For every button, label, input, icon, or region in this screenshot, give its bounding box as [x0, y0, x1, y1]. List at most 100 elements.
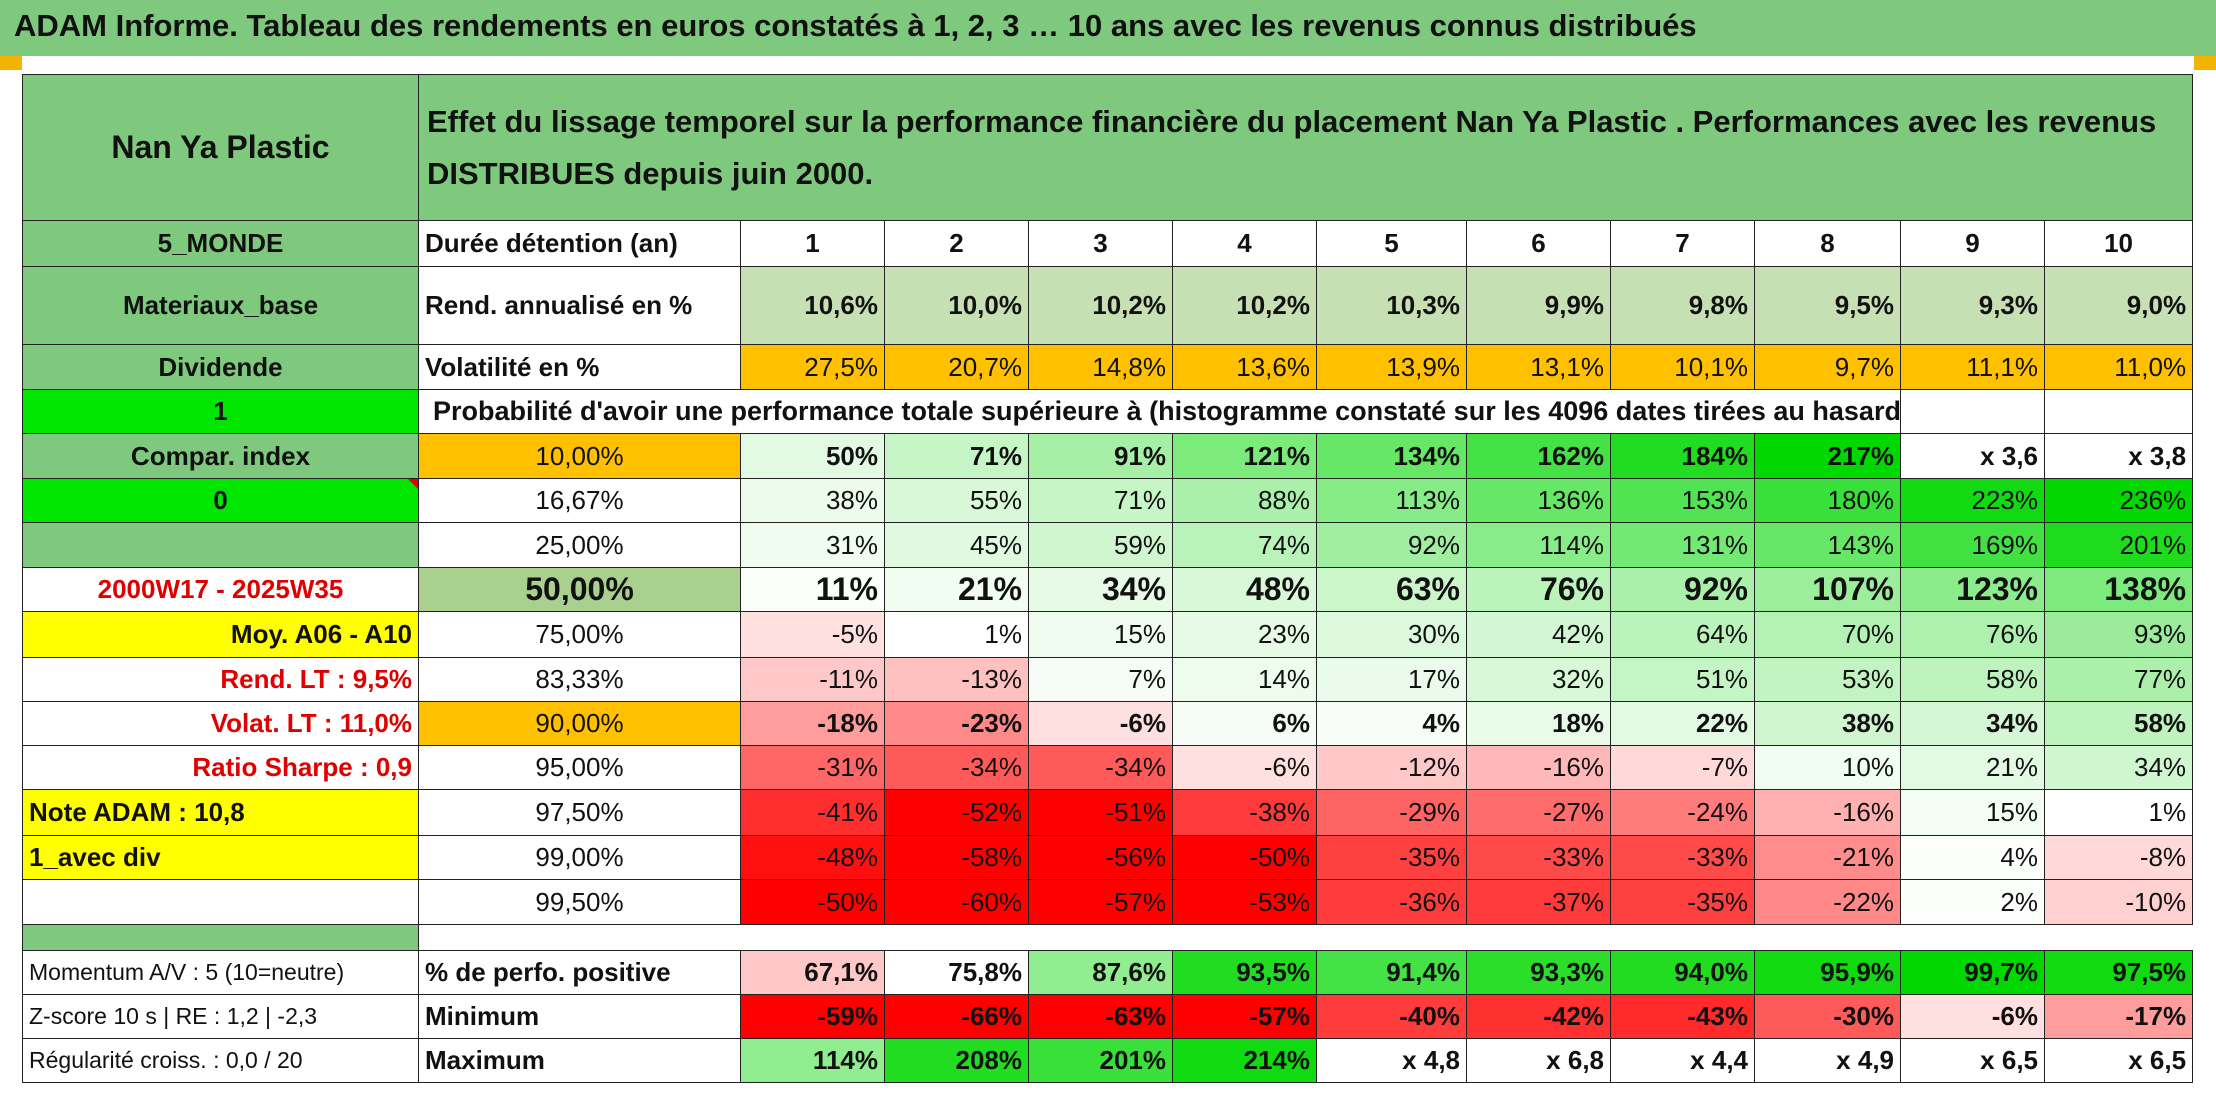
rend-cell: 9,9% — [1466, 266, 1611, 345]
proba-cell: 153% — [1610, 478, 1755, 523]
proba-cell: 64% — [1610, 611, 1755, 658]
positive-cell: 75,8% — [884, 950, 1029, 995]
maximum-cell: x 6,8 — [1466, 1038, 1611, 1083]
proba-threshold: 75,00% — [418, 611, 741, 658]
proba-threshold: 90,00% — [418, 701, 741, 746]
proba-cell: 4% — [1316, 701, 1467, 746]
year-header: 7 — [1675, 228, 1690, 258]
proba-cell: -21% — [1754, 835, 1901, 880]
maximum-cell: 214% — [1172, 1038, 1317, 1083]
proba-cell: 92% — [1316, 522, 1467, 568]
proba-cell: -48% — [740, 835, 885, 880]
proba-cell: 55% — [884, 478, 1029, 523]
proba-cell: -37% — [1466, 879, 1611, 925]
proba-cell: -35% — [1610, 879, 1755, 925]
proba-cell: 143% — [1754, 522, 1901, 568]
proba-row: Volat. LT : 11,0% 90,00% -18% -23% -6% 6… — [22, 701, 2194, 746]
proba-cell: 136% — [1466, 478, 1611, 523]
year-header: 1 — [805, 228, 820, 258]
volat-cell: 9,7% — [1754, 344, 1901, 390]
rend-cell: 9,5% — [1754, 266, 1901, 345]
proba-cell: 10% — [1754, 745, 1901, 790]
proba-row: 1_avec div 99,00% -48% -58% -56% -50% -3… — [22, 835, 2194, 880]
years-row: 5_MONDE Durée détention (an) 1 2 3 4 5 6… — [22, 220, 2194, 267]
minimum-cell: -40% — [1316, 994, 1467, 1039]
proba-cell: 123% — [1900, 567, 2045, 612]
proba-cell: -24% — [1610, 789, 1755, 836]
positive-row: Momentum A/V : 5 (10=neutre) % de perfo.… — [22, 950, 2194, 995]
proba-cell: 169% — [1900, 522, 2045, 568]
proba-cell: -56% — [1028, 835, 1173, 880]
proba-cell: 42% — [1466, 611, 1611, 658]
moy-label: Moy. A06 - A10 — [22, 611, 419, 658]
maximum-cell: x 6,5 — [1900, 1038, 2045, 1083]
year-header: 2 — [949, 228, 964, 258]
proba-cell: 31% — [740, 522, 885, 568]
proba-cell: -50% — [1172, 835, 1317, 880]
maximum-cell: 201% — [1028, 1038, 1173, 1083]
report-banner: ADAM Informe. Tableau des rendements en … — [0, 0, 2216, 56]
proba-cell: 201% — [2043, 522, 2194, 568]
minimum-cell: -6% — [1900, 994, 2045, 1039]
proba-cell: 38% — [1754, 701, 1901, 746]
positive-label: % de perfo. positive — [418, 950, 741, 995]
proba-cell: -23% — [884, 701, 1029, 746]
proba-cell: -31% — [740, 745, 885, 790]
proba-cell: -16% — [1754, 789, 1901, 836]
volat-lt-label: Volat. LT : 11,0% — [22, 701, 419, 746]
proba-cell: 91% — [1028, 433, 1173, 479]
volat-cell: 13,1% — [1466, 344, 1611, 390]
proba-cell: x 3,8 — [2043, 433, 2194, 479]
momentum-label: Momentum A/V : 5 (10=neutre) — [22, 950, 419, 995]
proba-cell: 162% — [1466, 433, 1611, 479]
proba-cell: -51% — [1028, 789, 1173, 836]
proba-cell: 217% — [1754, 433, 1901, 479]
positive-cell: 93,3% — [1466, 950, 1611, 995]
proba-cell: -53% — [1172, 879, 1317, 925]
year-header: 5 — [1384, 228, 1399, 258]
proba-row: 25,00% 31% 45% 59% 74% 92% 114% 131% 143… — [22, 522, 2194, 568]
type-label: Dividende — [22, 344, 419, 390]
rend-cell: 10,6% — [740, 266, 885, 345]
proba-cell: 71% — [1028, 478, 1173, 523]
rend-cell: 10,2% — [1172, 266, 1317, 345]
proba-cell: 2% — [1900, 879, 2045, 925]
proba-threshold: 16,67% — [418, 478, 741, 523]
proba-cell: -33% — [1466, 835, 1611, 880]
proba-row: Note ADAM : 10,8 97,50% -41% -52% -51% -… — [22, 789, 2194, 836]
flag-one: 1 — [22, 389, 419, 434]
proba-cell: -27% — [1466, 789, 1611, 836]
maximum-cell: x 6,5 — [2043, 1038, 2194, 1083]
year-header: 3 — [1093, 228, 1108, 258]
empty-cell — [22, 879, 419, 925]
proba-cell: 4% — [1900, 835, 2045, 880]
positive-cell: 87,6% — [1028, 950, 1173, 995]
performance-table: Nan Ya Plastic Effet du lissage temporel… — [22, 74, 2194, 1083]
proba-cell: 88% — [1172, 478, 1317, 523]
volat-cell: 13,6% — [1172, 344, 1317, 390]
proba-cell: 23% — [1172, 611, 1317, 658]
performance-sheet: Nan Ya Plastic Effet du lissage temporel… — [22, 74, 2194, 1083]
proba-cell: -11% — [740, 657, 885, 702]
spacer-cell — [417, 924, 2193, 951]
positive-cell: 95,9% — [1754, 950, 1901, 995]
proba-threshold: 99,50% — [418, 879, 741, 925]
rend-cell: 9,8% — [1610, 266, 1755, 345]
rend-cell: 10,3% — [1316, 266, 1467, 345]
sector-label: Materiaux_base — [22, 266, 419, 345]
proba-cell: -22% — [1754, 879, 1901, 925]
empty-green-cell — [22, 924, 419, 951]
proba-threshold: 95,00% — [418, 745, 741, 790]
note-adam-label: Note ADAM : 10,8 — [22, 789, 419, 836]
proba-cell: 180% — [1754, 478, 1901, 523]
minimum-cell: -66% — [884, 994, 1029, 1039]
proba-row: Rend. LT : 9,5% 83,33% -11% -13% 7% 14% … — [22, 657, 2194, 702]
minimum-cell: -59% — [740, 994, 885, 1039]
empty-green-cell — [22, 522, 419, 568]
positive-cell: 93,5% — [1172, 950, 1317, 995]
proba-cell: -13% — [884, 657, 1029, 702]
proba-cell: -36% — [1316, 879, 1467, 925]
proba-label: Probabilité d'avoir une performance tota… — [418, 389, 1901, 434]
proba-header-row: 1 Probabilité d'avoir une performance to… — [22, 389, 2194, 434]
proba-cell: 93% — [2043, 611, 2194, 658]
